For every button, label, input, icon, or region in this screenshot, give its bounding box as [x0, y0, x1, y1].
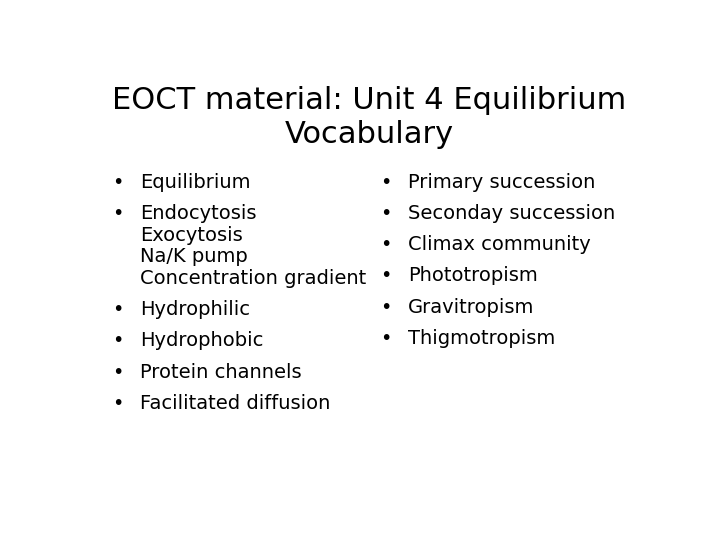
Text: Primary succession: Primary succession [408, 173, 595, 192]
Text: Facilitated diffusion: Facilitated diffusion [140, 394, 330, 413]
Text: Exocytosis: Exocytosis [140, 226, 243, 245]
Text: Endocytosis: Endocytosis [140, 204, 257, 223]
Text: •: • [380, 235, 392, 254]
Text: •: • [112, 332, 124, 350]
Text: Concentration gradient: Concentration gradient [140, 269, 366, 288]
Text: Hydrophilic: Hydrophilic [140, 300, 251, 319]
Text: Equilibrium: Equilibrium [140, 173, 251, 192]
Text: •: • [380, 204, 392, 223]
Text: •: • [380, 298, 392, 316]
Text: Climax community: Climax community [408, 235, 591, 254]
Text: Seconday succession: Seconday succession [408, 204, 616, 223]
Text: •: • [112, 394, 124, 413]
Text: Gravitropism: Gravitropism [408, 298, 534, 316]
Text: •: • [112, 362, 124, 382]
Text: •: • [112, 204, 124, 223]
Text: Na/K pump: Na/K pump [140, 247, 248, 266]
Text: •: • [112, 300, 124, 319]
Text: •: • [380, 329, 392, 348]
Text: •: • [380, 173, 392, 192]
Text: EOCT material: Unit 4 Equilibrium
Vocabulary: EOCT material: Unit 4 Equilibrium Vocabu… [112, 85, 626, 150]
Text: Thigmotropism: Thigmotropism [408, 329, 555, 348]
Text: Protein channels: Protein channels [140, 362, 302, 382]
Text: Hydrophobic: Hydrophobic [140, 332, 264, 350]
Text: •: • [112, 173, 124, 192]
Text: •: • [380, 266, 392, 286]
Text: Phototropism: Phototropism [408, 266, 538, 286]
